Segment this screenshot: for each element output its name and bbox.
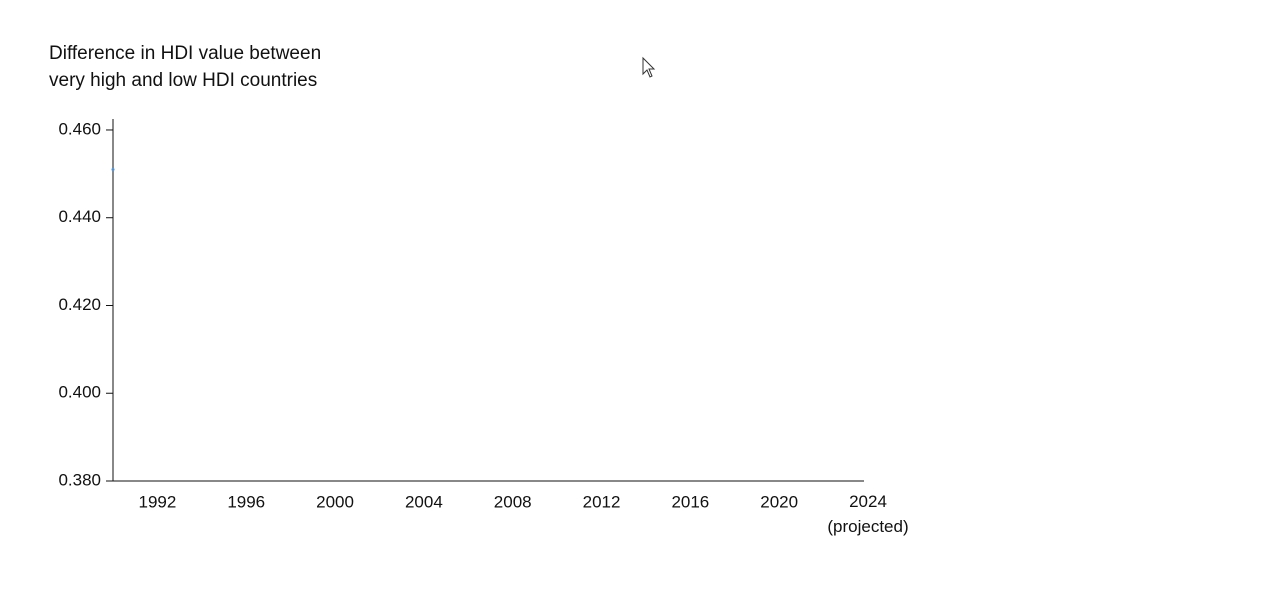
x-tick-label: 2016 xyxy=(671,492,709,511)
data-point xyxy=(111,167,115,171)
x-tick-label: 2000 xyxy=(316,492,354,511)
y-tick-label: 0.380 xyxy=(58,470,101,489)
mouse-cursor xyxy=(642,56,656,78)
y-tick-label: 0.400 xyxy=(58,383,101,402)
chart-title: Difference in HDI value between very hig… xyxy=(49,43,322,91)
x-tick-label: 1992 xyxy=(138,492,176,511)
x-tick-label: 2012 xyxy=(583,492,621,511)
x-tick-label: 1996 xyxy=(227,492,265,511)
x-tick-label: 2024 (projected) xyxy=(827,492,908,536)
y-tick-label: 0.420 xyxy=(58,295,101,314)
y-tick-label: 0.440 xyxy=(58,207,101,226)
x-tick-label: 2008 xyxy=(494,492,532,511)
x-tick-label: 2020 xyxy=(760,492,798,511)
y-tick-label: 0.460 xyxy=(58,119,101,138)
x-tick-label: 2004 xyxy=(405,492,443,511)
